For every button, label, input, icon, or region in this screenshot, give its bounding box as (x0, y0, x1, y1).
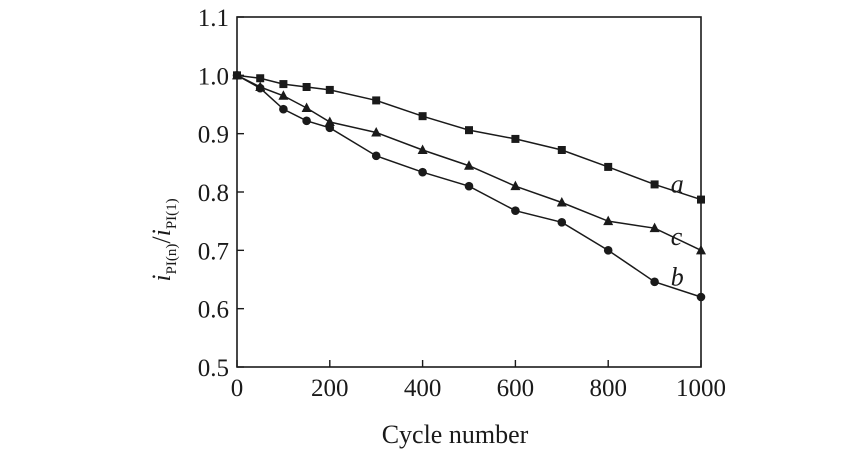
x-axis-ticks: 0 200 400 600 800 1000 (231, 360, 726, 402)
data-point-b (511, 206, 520, 215)
series-label-b: b (671, 263, 684, 292)
series-a (233, 71, 705, 204)
data-point-a (279, 80, 288, 89)
x-tick-label: 600 (497, 375, 535, 402)
data-point-b (650, 277, 659, 287)
y-tick-label: 0.9 (198, 122, 229, 149)
data-point-c (464, 160, 474, 170)
x-axis-label: Cycle number (382, 420, 529, 449)
data-point-c (696, 244, 706, 255)
y-label-numerator-symbol: i (147, 274, 176, 281)
data-point-c (556, 197, 567, 207)
data-point-b (418, 167, 427, 177)
data-point-a (557, 146, 566, 154)
data-point-c (255, 81, 266, 91)
data-point-b (557, 218, 567, 227)
data-point-a (256, 74, 265, 83)
data-point-c (232, 69, 242, 80)
data-point-b (302, 116, 311, 126)
y-label-denominator-symbol: i (147, 229, 176, 236)
data-point-c (278, 90, 289, 100)
data-point-a (418, 112, 427, 121)
data-point-c (324, 116, 335, 126)
data-point-a (302, 83, 311, 91)
data-point-c (301, 102, 312, 112)
y-tick-label: 1.1 (198, 5, 229, 32)
series-group (232, 69, 706, 302)
series-c (232, 69, 706, 255)
plot-frame (236, 16, 702, 368)
x-tick-label: 0 (231, 375, 244, 402)
data-point-b (279, 104, 288, 114)
x-tick-label: 1000 (676, 375, 726, 402)
series-line-a (236, 74, 702, 201)
plot-border (236, 16, 702, 368)
series-label-group: acb (671, 169, 684, 291)
data-point-b (696, 292, 706, 302)
data-point-a (604, 162, 613, 171)
data-point-c (510, 180, 521, 191)
data-point-c (417, 144, 428, 154)
data-point-b (603, 246, 613, 255)
data-point-b (464, 181, 474, 191)
data-point-a (465, 126, 473, 135)
series-label-c: c (671, 222, 683, 251)
x-tick-label: 800 (589, 375, 627, 402)
data-point-a (697, 195, 705, 204)
y-axis-ticks: 0.5 0.6 0.7 0.8 0.9 1.0 1.1 (198, 5, 244, 382)
y-tick-label: 0.7 (198, 238, 229, 265)
data-point-a (650, 180, 659, 189)
data-point-a (372, 96, 381, 105)
y-tick-label: 0.8 (198, 180, 229, 207)
y-label-numerator-subscript: PI(n) (164, 244, 180, 275)
y-tick-label: 0.6 (198, 297, 229, 324)
series-label-a: a (671, 169, 684, 198)
data-point-c (603, 215, 614, 226)
y-axis-label: iPI(n)/iPI(1) (147, 198, 180, 281)
y-label-divider: / (147, 236, 176, 244)
data-point-b (371, 151, 381, 161)
data-point-a (325, 85, 334, 94)
y-tick-label: 1.0 (198, 63, 229, 90)
svg-text:iPI(n)/iPI(1): iPI(n)/iPI(1) (147, 198, 180, 281)
x-tick-label: 200 (311, 375, 349, 402)
data-point-a (511, 134, 520, 143)
y-tick-label: 0.5 (198, 355, 229, 382)
data-point-c (649, 222, 660, 233)
y-label-denominator-subscript: PI(1) (164, 198, 180, 229)
x-tick-label: 400 (404, 375, 442, 402)
data-point-c (371, 127, 382, 137)
